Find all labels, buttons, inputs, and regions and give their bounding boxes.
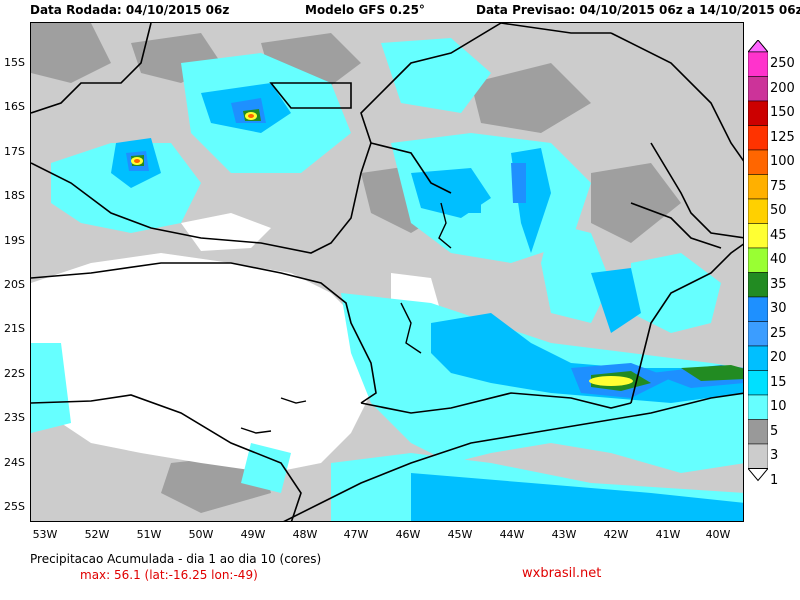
lon-label: 53W (32, 528, 58, 541)
colorbar (748, 40, 768, 482)
colorbar-segment (748, 272, 768, 298)
colorbar-segment (748, 223, 768, 249)
colorbar-segment (748, 76, 768, 102)
colorbar-segment (748, 296, 768, 322)
colorbar-segment (748, 198, 768, 224)
colorbar-label: 200 (770, 80, 795, 96)
lat-label: 19S (4, 234, 25, 247)
precipitation-map (30, 22, 744, 522)
colorbar-segment (748, 443, 768, 469)
colorbar-label: 10 (770, 399, 787, 414)
lat-label: 22S (4, 367, 25, 380)
lon-label: 41W (655, 528, 681, 541)
colorbar-segment (748, 419, 768, 445)
map-title: Precipitacao Acumulada - dia 1 ao dia 10… (30, 552, 322, 566)
lon-label: 43W (551, 528, 577, 541)
lon-label: 42W (603, 528, 629, 541)
lat-label: 25S (4, 500, 25, 513)
colorbar-label: 75 (770, 178, 787, 194)
lat-label: 23S (4, 411, 25, 424)
forecast-period-label: Data Previsao: 04/10/2015 06z a 14/10/20… (476, 3, 800, 17)
colorbar-label: 15 (770, 374, 787, 390)
lon-label: 50W (188, 528, 214, 541)
colorbar-label: 35 (770, 276, 787, 292)
lat-label: 20S (4, 278, 25, 291)
map-canvas (31, 23, 743, 521)
lon-label: 51W (136, 528, 162, 541)
lon-label: 47W (343, 528, 369, 541)
brand-label: wxbrasil.net (522, 566, 602, 581)
colorbar-segment (748, 100, 768, 126)
colorbar-segment (748, 125, 768, 151)
lon-label: 52W (84, 528, 110, 541)
colorbar-segment (748, 51, 768, 77)
colorbar-label: 45 (770, 227, 787, 243)
colorbar-top-arrow (748, 40, 768, 53)
colorbar-bottom-arrow (748, 468, 768, 482)
colorbar-label: 1 (770, 472, 779, 488)
lat-label: 16S (4, 100, 25, 113)
max-value-label: max: 56.1 (lat:-16.25 lon:-49) (80, 568, 258, 582)
colorbar-label: 250 (770, 56, 795, 71)
model-label: Modelo GFS 0.25° (305, 3, 425, 17)
lat-label: 18S (4, 189, 25, 202)
colorbar-segment (748, 149, 768, 175)
colorbar-segment (748, 394, 768, 420)
colorbar-segment (748, 370, 768, 396)
lat-label: 15S (4, 56, 25, 69)
colorbar-label: 30 (770, 301, 787, 316)
lat-label: 24S (4, 456, 25, 469)
lat-label: 17S (4, 145, 25, 158)
colorbar-label: 100 (770, 154, 795, 169)
colorbar-segment (748, 247, 768, 273)
colorbar-segment (748, 174, 768, 200)
colorbar-label: 3 (770, 448, 779, 463)
lat-label: 21S (4, 322, 25, 335)
colorbar-label: 150 (770, 105, 795, 120)
colorbar-label: 25 (770, 325, 787, 341)
lon-label: 45W (447, 528, 473, 541)
lon-label: 49W (240, 528, 266, 541)
colorbar-label: 125 (770, 129, 795, 145)
lon-label: 46W (395, 528, 421, 541)
colorbar-segment (748, 321, 768, 347)
lon-label: 40W (705, 528, 731, 541)
lon-label: 44W (499, 528, 525, 541)
lon-label: 48W (292, 528, 318, 541)
colorbar-label: 20 (770, 350, 787, 365)
colorbar-label: 40 (770, 252, 787, 267)
colorbar-segment (748, 345, 768, 371)
colorbar-label: 50 (770, 203, 787, 218)
run-date-label: Data Rodada: 04/10/2015 06z (30, 3, 230, 17)
colorbar-label: 5 (770, 423, 779, 439)
